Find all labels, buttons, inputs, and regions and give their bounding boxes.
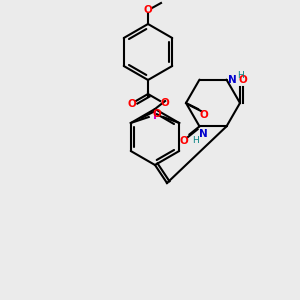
Text: O: O bbox=[161, 98, 170, 108]
Text: H: H bbox=[192, 136, 199, 145]
Text: H: H bbox=[237, 71, 244, 80]
Text: I: I bbox=[153, 111, 157, 121]
Text: N: N bbox=[199, 129, 208, 140]
Text: O: O bbox=[153, 109, 162, 119]
Text: N: N bbox=[228, 75, 237, 85]
Text: O: O bbox=[144, 5, 152, 15]
Text: O: O bbox=[128, 99, 136, 109]
Text: O: O bbox=[200, 110, 208, 120]
Text: O: O bbox=[238, 75, 247, 85]
Text: O: O bbox=[179, 136, 188, 146]
